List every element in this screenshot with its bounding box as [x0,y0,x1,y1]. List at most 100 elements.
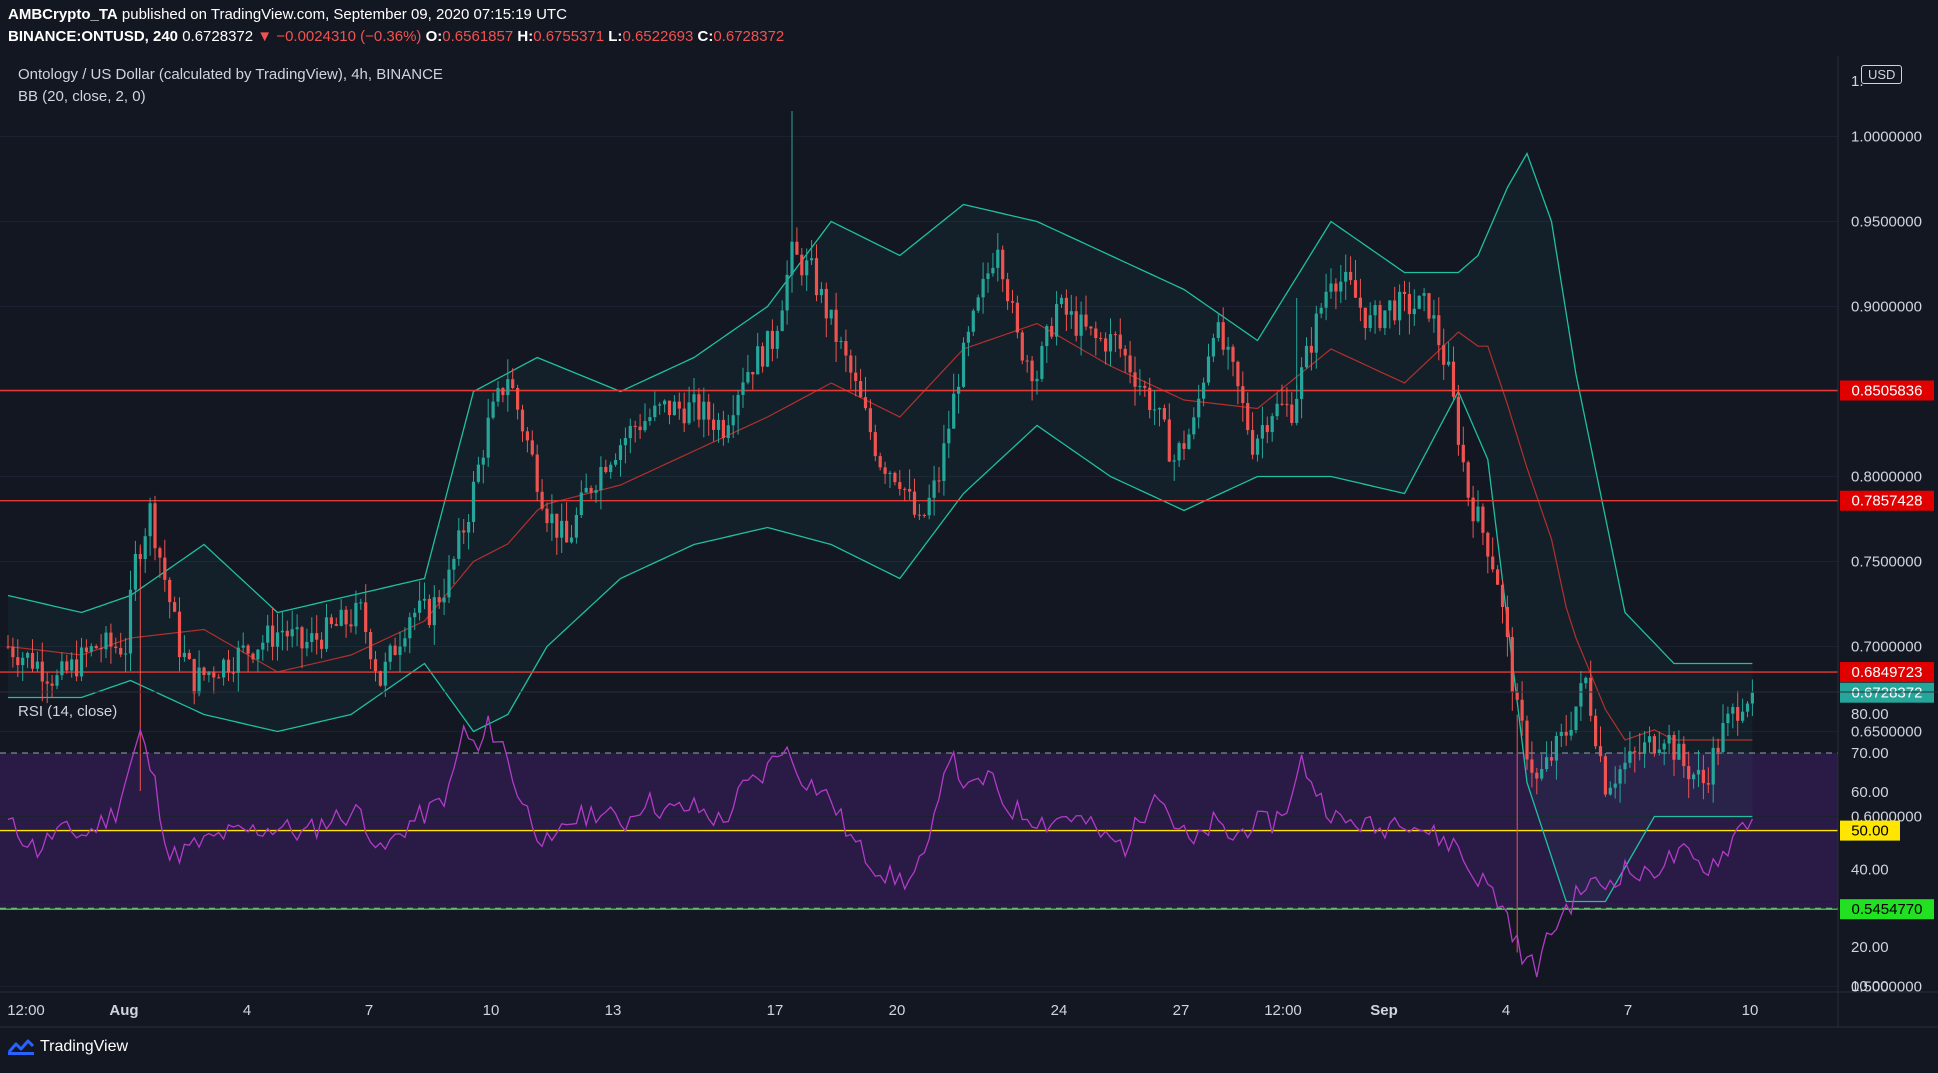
candle-bull[interactable] [829,309,833,319]
footer-brand[interactable]: TradingView [8,1038,128,1056]
candle-bull[interactable] [775,330,779,349]
candle-bear[interactable] [633,425,637,427]
candle-bull[interactable] [653,405,657,418]
candle-bear[interactable] [1520,699,1524,721]
candle-bear[interactable] [1006,279,1010,302]
candle-bull[interactable] [467,522,471,533]
candle-bear[interactable] [1089,326,1093,329]
candle-bull[interactable] [1255,438,1260,455]
candle-bull[interactable] [1172,460,1176,462]
candle-bear[interactable] [187,652,191,660]
candle-bear[interactable] [16,657,20,666]
candle-bull[interactable] [584,487,588,493]
candle-bear[interactable] [565,520,569,543]
candle-bull[interactable] [746,372,750,383]
candle-bull[interactable] [952,393,956,429]
candle-bear[interactable] [158,548,162,558]
candle-bear[interactable] [1309,345,1313,353]
candle-bear[interactable] [834,309,838,342]
candle-bull[interactable] [241,645,245,648]
candle-bull[interactable] [1412,308,1416,315]
candle-bear[interactable] [114,646,118,649]
candle-bull[interactable] [413,612,417,618]
candle-bull[interactable] [957,386,961,394]
candle-bull[interactable] [663,400,667,405]
candle-bull[interactable] [442,597,446,603]
candle-bull[interactable] [1623,762,1627,770]
candle-bear[interactable] [285,630,289,637]
candle-bull[interactable] [1417,295,1421,309]
candle-bear[interactable] [153,503,157,549]
candle-bear[interactable] [854,372,858,382]
candle-bear[interactable] [344,609,348,625]
candle-bear[interactable] [1481,506,1485,533]
candle-bull[interactable] [947,428,951,444]
candle-bear[interactable] [349,624,353,627]
candle-bear[interactable] [192,659,196,694]
candle-bull[interactable] [1432,315,1436,319]
candle-bull[interactable] [1059,297,1064,305]
candle-bull[interactable] [1711,747,1715,785]
candle-bear[interactable] [251,653,255,660]
candle-bull[interactable] [354,602,358,627]
candle-bear[interactable] [1104,338,1108,352]
candle-bull[interactable] [496,388,500,402]
candle-bear[interactable] [1290,404,1294,423]
candle-bear[interactable] [540,491,544,509]
candle-bear[interactable] [667,400,672,416]
candle-bear[interactable] [677,401,681,409]
candle-bull[interactable] [609,464,613,473]
candle-bear[interactable] [6,646,10,648]
candle-bull[interactable] [1692,774,1696,780]
candle-bear[interactable] [1701,769,1705,784]
candle-bull[interactable] [731,415,735,426]
candle-bear[interactable] [814,258,819,296]
candle-bear[interactable] [50,683,54,686]
candle-bull[interactable] [1202,382,1206,399]
candle-bear[interactable] [1706,783,1710,785]
candle-bear[interactable] [844,341,848,356]
candle-bull[interactable] [1157,408,1162,410]
candle-bull[interactable] [1138,385,1142,387]
candle-bull[interactable] [1584,677,1588,684]
candle-bear[interactable] [30,653,35,669]
candle-bull[interactable] [422,598,427,601]
candle-bear[interactable] [937,480,941,482]
candle-bull[interactable] [687,402,691,424]
candle-bear[interactable] [1589,677,1593,716]
candle-bull[interactable] [628,425,632,439]
candle-bull[interactable] [383,661,387,686]
candle-bull[interactable] [128,589,133,654]
candle-bull[interactable] [452,558,456,570]
candle-bull[interactable] [55,675,59,686]
candle-bull[interactable] [579,492,583,516]
candle-bear[interactable] [1251,430,1255,455]
candle-bear[interactable] [1451,361,1456,397]
candle-bear[interactable] [520,409,525,432]
candle-bear[interactable] [364,602,368,633]
candle-bull[interactable] [290,629,294,637]
candle-bear[interactable] [1167,419,1171,462]
candle-bull[interactable] [1726,713,1730,724]
candle-bull[interactable] [324,617,329,649]
candle-bear[interactable] [1564,731,1568,736]
candle-bear[interactable] [1466,462,1470,498]
candle-bear[interactable] [1427,293,1431,319]
candle-bull[interactable] [996,249,1000,268]
candle-bear[interactable] [99,648,103,650]
candle-bull[interactable] [702,401,706,420]
candle-bear[interactable] [1407,294,1411,315]
candle-bull[interactable] [1569,729,1573,736]
candle-bear[interactable] [1525,720,1529,760]
candle-bull[interactable] [261,642,265,650]
candle-bull[interactable] [1319,307,1323,314]
candle-bull[interactable] [971,310,975,332]
candle-bull[interactable] [736,394,740,416]
candle-bear[interactable] [1471,497,1475,522]
candle-bull[interactable] [1383,310,1387,329]
candle-bull[interactable] [790,241,794,275]
candle-bull[interactable] [614,460,618,465]
candle-bear[interactable] [912,491,917,515]
candle-bull[interactable] [70,659,74,671]
candle-bull[interactable] [471,481,476,523]
